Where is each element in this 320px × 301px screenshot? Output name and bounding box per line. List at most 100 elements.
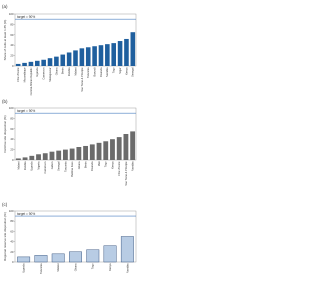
x-tick-label: Malawi [73,67,77,75]
bar [111,43,117,66]
bar [130,32,136,66]
x-tick-label: Kenya [110,161,114,169]
bar [15,63,21,66]
x-tick-label: Tanzania [63,161,67,172]
y-tick-label: 20 [10,54,14,58]
target-label: target = 90% [17,109,35,113]
bar [60,54,66,66]
bar [123,134,129,160]
x-tick-label: Cameroon [43,161,47,174]
bar [54,56,59,66]
bar [36,154,41,160]
y-tick-label: 80 [10,22,14,26]
bar [92,46,97,66]
y-tick-label: 100 [9,209,14,213]
bar [98,45,104,66]
x-tick-label: Ghana [77,161,81,169]
bar [22,62,27,66]
x-tick-label: Sao Tome & Principe [80,67,84,92]
x-tick-label: Rwanda [90,161,94,171]
x-tick-label: Senegal [57,161,61,171]
x-tick-label: Benin [61,67,65,74]
bar [105,44,110,66]
y-tick-label: 0 [12,64,14,68]
x-tick-label: Rwanda [99,67,103,77]
bar [89,144,95,160]
bar [116,137,122,160]
bar [15,158,21,160]
x-tick-label: Nigeria [36,161,40,170]
bar [51,253,65,263]
bar [69,148,75,160]
bar [62,149,68,160]
x-tick-label: Sao Tome & Principe [124,161,128,186]
bar [42,153,48,160]
x-tick-label: Niger [118,67,122,73]
y-tick-label: 40 [10,137,14,141]
x-tick-label: Mozambique [22,67,26,82]
x-tick-label: Tanzania [86,67,90,78]
x-tick-label: Ghana [73,263,77,271]
x-tick-label: Tanzania [39,263,43,274]
y-tick-label: 40 [10,43,14,47]
x-tick-label: Togo [91,263,95,269]
x-tick-label: Burundi [93,67,97,76]
x-tick-label: Mali [97,161,101,166]
bar [29,155,35,160]
panel-label: (c) [2,202,8,207]
panel-label: (b) [2,99,8,104]
x-tick-label: Zambia [67,67,71,76]
bar [41,59,46,66]
x-tick-label: Namibia [131,161,135,171]
x-tick-label: Uganda [22,263,26,273]
x-tick-label: Malawi [56,263,60,271]
bar [86,249,100,263]
x-tick-label: Namibia [125,263,129,273]
y-tick-label: 0 [12,260,14,264]
bar [117,41,123,66]
bar [110,139,115,160]
bar [85,47,91,66]
y-tick-label: 60 [10,127,14,131]
bar [103,141,109,160]
bar [22,157,28,160]
bar [49,151,55,160]
y-tick-label: 40 [10,240,14,244]
x-tick-label: Côte d'Ivoire [16,67,20,82]
bar [69,251,82,263]
x-tick-label: Burkina Faso [70,161,74,177]
y-tick-label: 100 [9,12,14,16]
bar [17,256,31,263]
x-tick-label: Cameroon [42,67,46,80]
y-tick-label: 60 [10,33,14,37]
x-tick-label: Ghana [54,67,58,75]
x-tick-label: Central African Republic [29,67,33,96]
plot-frame [14,107,137,161]
x-tick-label: Malawi [16,161,20,169]
bar [96,142,102,160]
y-tick-label: 80 [10,116,14,120]
bar [130,131,136,160]
y-axis-label: Regional reserve site disposition (%) [3,212,7,261]
target-label: target = 90% [17,15,35,19]
bar [34,60,40,66]
x-tick-label: Uganda [35,67,39,77]
y-tick-label: 20 [10,148,14,152]
x-tick-label: Togo [104,161,108,167]
y-axis-label: Cell-free site disposition (%) [3,115,7,152]
x-tick-label: Zambia [23,161,27,170]
bar [73,50,78,66]
bar [103,245,117,263]
bar [56,150,62,160]
x-tick-label: Madagascar [48,67,52,81]
x-tick-label: Namibia [105,67,109,77]
bar [47,58,53,66]
panel-label: (a) [2,4,8,9]
bar [76,147,82,160]
x-tick-label: Kenya [124,67,128,75]
y-tick-label: 20 [10,250,14,254]
y-tick-label: 60 [10,229,14,233]
x-tick-label: Togo [112,67,116,73]
bar [28,61,34,66]
x-tick-label: Uganda [30,161,34,171]
